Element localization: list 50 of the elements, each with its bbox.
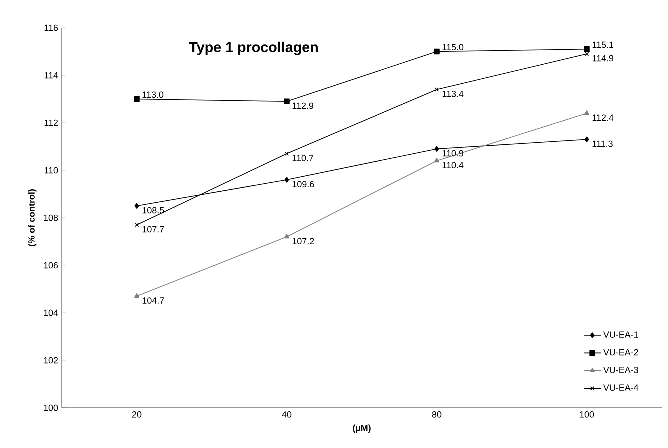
point [284, 152, 290, 156]
data-label: 112.4 [592, 114, 614, 121]
point [434, 146, 440, 152]
data-label: 113.0 [142, 92, 164, 98]
data-label: 112.9 [292, 102, 314, 110]
point [434, 48, 440, 55]
legend-label: VU-EA-4 [603, 384, 639, 392]
legend-label: VU-EA-2 [603, 349, 638, 356]
point [584, 46, 590, 52]
x-tick-label: 100 [580, 412, 594, 418]
data-label: 110.4 [442, 162, 464, 169]
point [284, 177, 290, 183]
x-tick-label: 20 [132, 412, 142, 418]
y-tick-label: 104 [44, 310, 58, 316]
x-tick-label: 80 [432, 412, 442, 418]
data-label: 111.3 [592, 140, 613, 148]
data-label: 110.7 [292, 155, 314, 162]
data-label: 113.4 [442, 90, 464, 98]
point [284, 234, 290, 239]
y-tick-label: 102 [44, 357, 58, 364]
x-axis-title: (µM) [353, 424, 371, 434]
data-label: 107.7 [142, 226, 164, 233]
data-label: 107.2 [292, 238, 314, 245]
y-tick-label: 112 [44, 120, 58, 126]
point [284, 98, 290, 105]
data-label: 115.0 [442, 44, 464, 51]
y-tick-label: 100 [44, 404, 58, 412]
point [584, 136, 590, 143]
data-label: 109.6 [292, 181, 314, 188]
point [584, 110, 590, 116]
data-label: 110.9 [442, 150, 464, 157]
y-tick-label: 116 [44, 24, 58, 32]
y-tick-label: 110 [44, 167, 58, 174]
data-label: 115.1 [592, 42, 614, 48]
y-axis-title: (% of control) [28, 190, 37, 246]
y-tick-label: 108 [44, 214, 58, 222]
text: Type 1 procollagen [189, 42, 318, 56]
y-tick-label: 106 [44, 262, 58, 269]
legend-label: VU-EA-3 [603, 367, 638, 374]
data-label: 108.5 [142, 207, 164, 214]
point [434, 88, 440, 92]
point [134, 96, 140, 102]
legend-label: VU-EA-1 [603, 332, 638, 338]
point [434, 158, 440, 163]
point [134, 293, 140, 298]
data-label: 104.7 [142, 298, 164, 304]
data-label: 114.9 [592, 55, 614, 62]
x-tick-label: 40 [282, 412, 292, 418]
y-tick-label: 114 [44, 72, 58, 79]
point [134, 203, 140, 210]
